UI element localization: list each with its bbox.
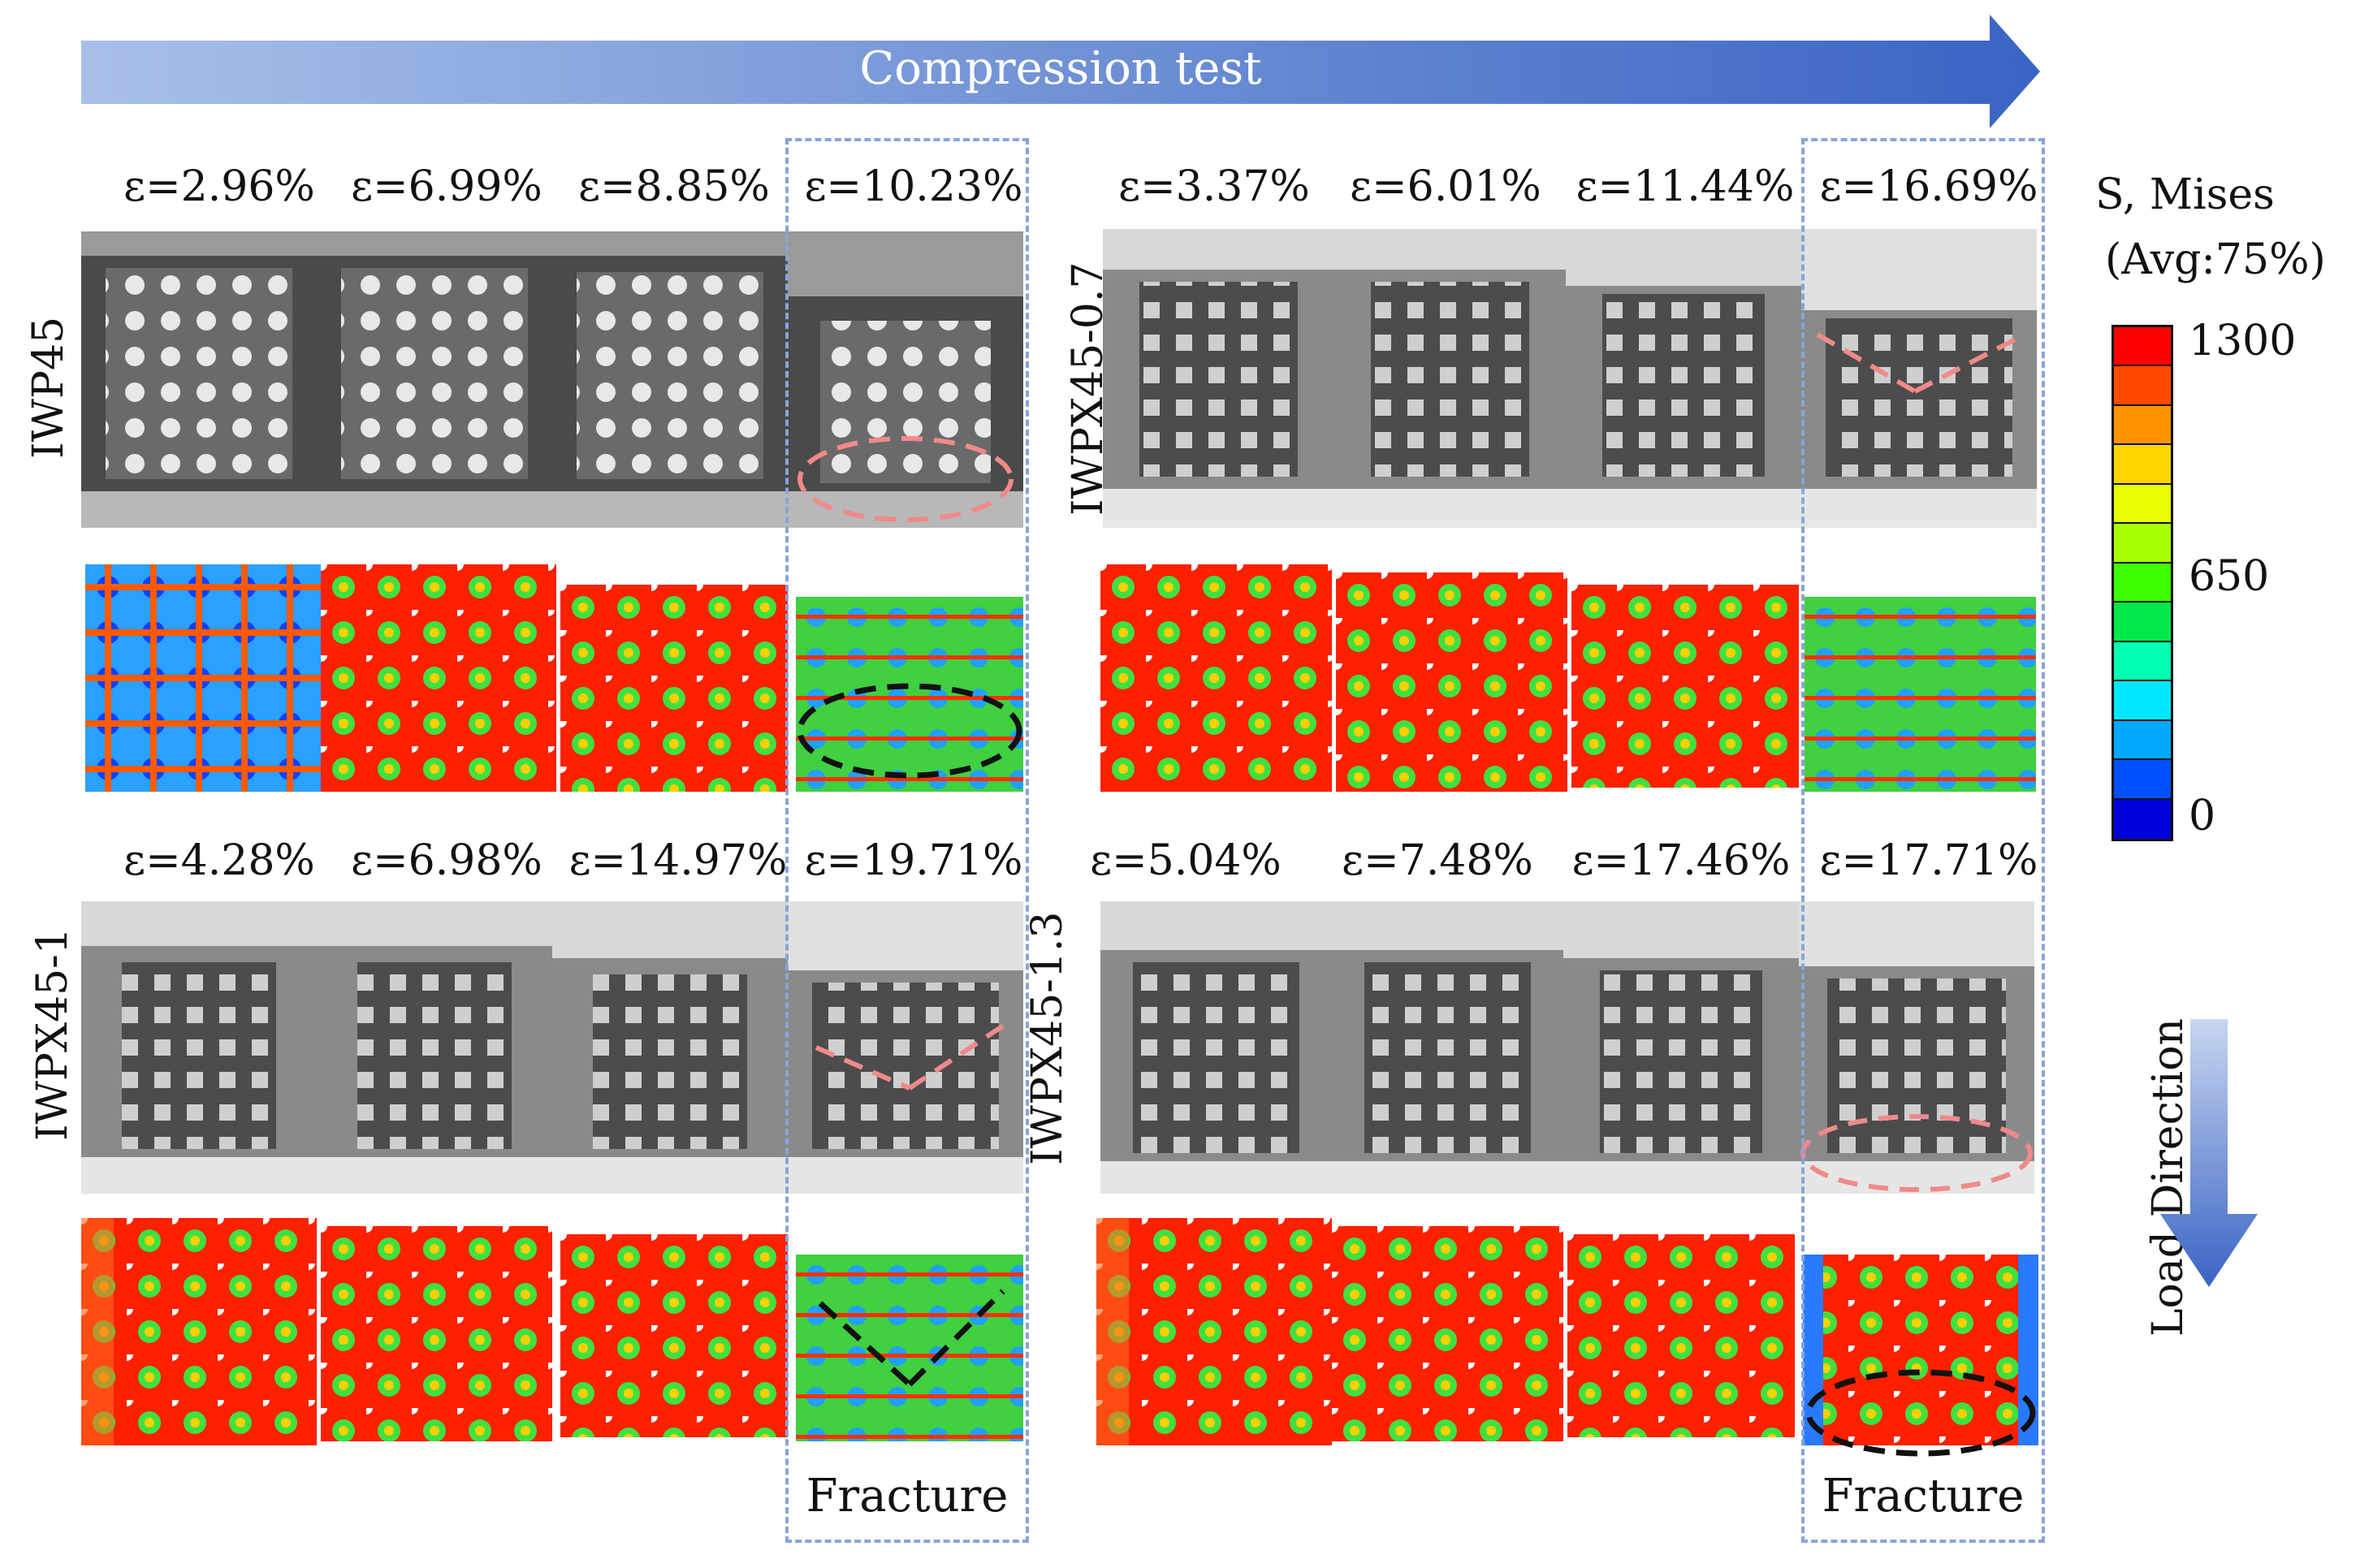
stress-contour xyxy=(1567,1234,1795,1437)
specimen-photo xyxy=(1332,901,1563,1194)
specimen-photo xyxy=(317,231,552,528)
strain-label: ε=17.71% xyxy=(1819,836,2038,885)
row-label-iwpx45-1-3: IWPX45-1.3 xyxy=(1023,911,1072,1165)
legend-color-bin xyxy=(2114,445,2171,485)
legend-color-bin xyxy=(2114,405,2171,446)
stress-contour xyxy=(1096,1218,1332,1445)
specimen-photo xyxy=(317,901,552,1194)
fracture-ellipse xyxy=(1803,1364,2038,1462)
strain-label: ε=4.28% xyxy=(123,836,315,885)
strain-label: ε=14.97% xyxy=(568,836,788,885)
strain-label: ε=7.48% xyxy=(1342,836,1533,885)
arrow-right-icon xyxy=(81,15,2040,128)
fracture-box-left xyxy=(785,138,1029,1543)
stress-contour xyxy=(560,585,788,792)
row-label-iwpx45-1: IWPX45-1 xyxy=(28,927,77,1141)
strain-label: ε=19.71% xyxy=(804,836,1023,885)
specimen-photo xyxy=(788,901,1023,1194)
specimen-photo xyxy=(1799,901,2034,1194)
fracture-label: Fracture xyxy=(1822,1470,2025,1523)
stress-contour xyxy=(321,564,556,792)
legend-color-bin xyxy=(2114,366,2171,406)
stress-contour xyxy=(321,1226,552,1441)
legend-title: S, Mises xyxy=(2095,171,2275,219)
strain-label: ε=6.01% xyxy=(1350,162,1541,211)
legend-mid-label: 650 xyxy=(2189,552,2270,601)
specimen-photo xyxy=(1566,229,1801,528)
row-label-iwp45: IWP45 xyxy=(24,316,73,459)
fracture-label: Fracture xyxy=(806,1470,1009,1523)
specimen-photo xyxy=(81,231,317,528)
arrow-down-icon xyxy=(2160,1019,2258,1287)
strain-label: ε=5.04% xyxy=(1090,836,1282,885)
legend-color-bin xyxy=(2114,681,2171,721)
strain-label: ε=2.96% xyxy=(123,162,315,211)
specimen-photo xyxy=(1801,229,2037,528)
legend-colorbar xyxy=(2111,325,2173,841)
strain-label: ε=8.85% xyxy=(578,162,770,211)
legend-color-bin xyxy=(2114,484,2171,525)
legend-color-bin xyxy=(2114,327,2171,367)
stress-contour xyxy=(81,1218,317,1445)
specimen-photo xyxy=(1103,229,1334,528)
stress-contour xyxy=(796,597,1023,792)
strain-label: ε=3.37% xyxy=(1118,162,1310,211)
legend-color-bin xyxy=(2114,563,2171,603)
legend-color-bin xyxy=(2114,799,2171,839)
specimen-photo xyxy=(788,231,1023,528)
stress-contour xyxy=(1571,585,1799,788)
stress-contour xyxy=(1332,1226,1563,1441)
specimen-photo xyxy=(1100,901,1332,1194)
arrow-label: Compression test xyxy=(859,42,1262,95)
strain-label: ε=10.23% xyxy=(804,162,1023,211)
strain-label: ε=11.44% xyxy=(1575,162,1795,211)
stress-contour xyxy=(1803,1255,2038,1445)
specimen-photo xyxy=(81,901,317,1194)
stress-contour xyxy=(796,1255,1023,1441)
legend-color-bin xyxy=(2114,760,2171,800)
stress-contour xyxy=(1336,572,1567,792)
legend-subtitle: (Avg:75%) xyxy=(2105,235,2326,284)
specimen-photo xyxy=(552,231,788,528)
stress-contour xyxy=(1805,597,2036,792)
stress-contour xyxy=(85,564,321,792)
stress-contour xyxy=(560,1234,788,1437)
strain-label: ε=17.46% xyxy=(1571,836,1791,885)
legend-color-bin xyxy=(2114,603,2171,642)
legend-max-label: 1300 xyxy=(2189,317,2297,365)
specimen-photo xyxy=(552,901,788,1194)
specimen-photo xyxy=(1563,901,1799,1194)
strain-label: ε=16.69% xyxy=(1819,162,2038,211)
legend-color-bin xyxy=(2114,720,2171,761)
stress-contour xyxy=(1100,564,1332,792)
legend-min-label: 0 xyxy=(2189,792,2216,840)
specimen-photo xyxy=(1334,229,1566,528)
fracture-box-right xyxy=(1801,138,2045,1543)
strain-label: ε=6.99% xyxy=(351,162,542,211)
legend-color-bin xyxy=(2114,641,2171,682)
compression-test-arrow: Compression test xyxy=(81,15,2040,128)
legend-color-bin xyxy=(2114,524,2171,564)
strain-label: ε=6.98% xyxy=(351,836,542,885)
